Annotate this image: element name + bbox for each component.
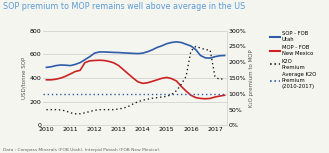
Y-axis label: K₂O premium to MOP: K₂O premium to MOP (249, 49, 254, 107)
Text: Data : Compass Minerals (FOB Utah), Intrepid Potash (FOB New Mexico).: Data : Compass Minerals (FOB Utah), Intr… (3, 148, 161, 152)
Text: SOP premium to MOP remains well above average in the US: SOP premium to MOP remains well above av… (3, 2, 245, 11)
Y-axis label: USD/tonne SOP: USD/tonne SOP (22, 57, 27, 99)
Legend: SOP - FOB
Utah, MOP - FOB
New Mexico, K2O
Premium, Average K2O
Premium
(2010-201: SOP - FOB Utah, MOP - FOB New Mexico, K2… (270, 31, 316, 89)
